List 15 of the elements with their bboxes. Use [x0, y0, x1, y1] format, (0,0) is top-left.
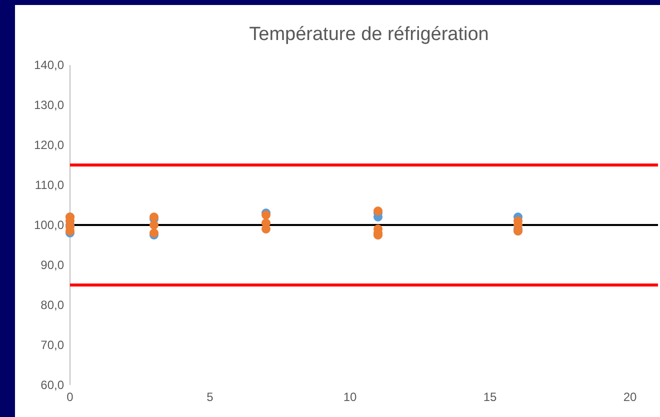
- y-tick-label: 130,0: [34, 98, 64, 112]
- x-tick-label: 5: [206, 390, 214, 404]
- y-tick-label: 140,0: [34, 58, 64, 72]
- x-tick-label: 10: [343, 390, 357, 404]
- y-tick-label: 100,0: [34, 218, 64, 232]
- y-tick-label: 70,0: [40, 338, 64, 352]
- chart-title: Température de réfrigération: [249, 24, 489, 45]
- x-tick-label: 20: [623, 390, 637, 404]
- y-tick-label: 110,0: [34, 178, 64, 192]
- y-tick-label: 90,0: [40, 258, 64, 272]
- x-tick-label: 15: [483, 390, 497, 404]
- x-tick-label: 0: [66, 390, 74, 404]
- y-tick-label: 60,0: [40, 378, 64, 392]
- y-tick-label: 120,0: [34, 138, 64, 152]
- y-tick-label: 80,0: [40, 298, 64, 312]
